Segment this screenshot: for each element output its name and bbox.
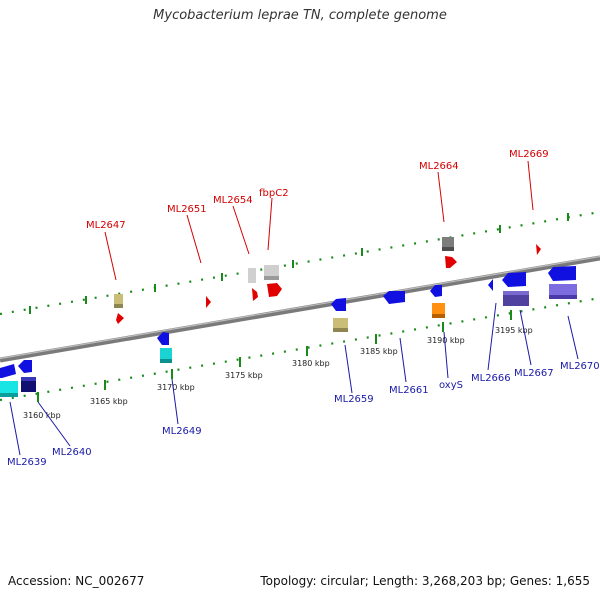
feature-block (264, 276, 279, 280)
gene-arrow (0, 364, 16, 378)
top-gene-labels: ML2647 ML2651 ML2654 fbpC2 ML2664 ML2669 (86, 149, 549, 231)
feature-block (248, 268, 256, 283)
tick-label: 3160 kbp (23, 411, 61, 420)
tick-label: 3170 kbp (157, 383, 195, 392)
gene-arrow (206, 296, 211, 308)
gene-label: ML2659 (334, 394, 374, 405)
gene-arrow (536, 244, 541, 255)
gene-label: ML2664 (419, 161, 459, 172)
feature-block (549, 295, 577, 299)
gene-label: ML2647 (86, 220, 126, 231)
feature-block (0, 393, 18, 397)
gene-arrow (430, 285, 442, 297)
gene-arrow (267, 283, 282, 297)
tick-label: 3195 kbp (495, 326, 533, 335)
genome-summary-text: Topology: circular; Length: 3,268,203 bp… (260, 574, 590, 588)
gene-label: fbpC2 (259, 188, 289, 199)
bottom-callout-lines (9, 302, 579, 456)
tick-label: 3165 kbp (90, 397, 128, 406)
feature-block (432, 314, 445, 318)
page-title: Mycobacterium leprae TN, complete genome (153, 8, 447, 23)
bottom-strand-genes (0, 266, 576, 378)
accession-text: Accession: NC_002677 (8, 574, 145, 588)
gene-label: ML2670 (560, 361, 600, 372)
top-feature-blocks (114, 237, 454, 308)
feature-block (114, 304, 123, 308)
feature-block (21, 377, 36, 381)
gene-arrow (116, 313, 124, 324)
bottom-major-ticks (37, 310, 512, 402)
top-strand-genes (116, 244, 541, 324)
gene-label: ML2667 (514, 368, 554, 379)
gene-label: ML2661 (389, 385, 429, 396)
top-major-ticks (29, 213, 569, 314)
gene-arrow (252, 288, 258, 301)
bottom-feature-blocks (0, 284, 577, 397)
feature-block (160, 359, 172, 363)
feature-block (503, 291, 529, 295)
gene-arrow (157, 332, 169, 345)
gene-label: ML2640 (52, 447, 92, 458)
gene-label: ML2666 (471, 373, 511, 384)
tick-label: 3190 kbp (427, 336, 465, 345)
tick-labels: 3160 kbp 3165 kbp 3170 kbp 3175 kbp 3180… (23, 326, 533, 420)
gene-arrow (488, 279, 493, 291)
gene-label: ML2639 (7, 457, 47, 468)
gene-label: ML2654 (213, 195, 253, 206)
gene-label: oxyS (439, 380, 463, 391)
gene-label: ML2649 (162, 426, 202, 437)
gene-arrow (502, 272, 526, 287)
gene-arrow (18, 360, 32, 373)
feature-block (333, 328, 348, 332)
tick-label: 3180 kbp (292, 359, 330, 368)
genome-backbone (0, 255, 600, 363)
gene-arrow (331, 298, 346, 311)
gene-label: ML2651 (167, 204, 207, 215)
gene-label: ML2669 (509, 149, 549, 160)
gene-arrow (383, 291, 405, 304)
top-callout-lines (104, 160, 534, 281)
feature-block (114, 294, 123, 308)
gene-arrow (445, 256, 457, 268)
gene-arrow (548, 266, 576, 281)
tick-label: 3175 kbp (225, 371, 263, 380)
feature-block (442, 247, 454, 251)
tick-label: 3185 kbp (360, 347, 398, 356)
bottom-gene-labels: ML2639 ML2640 ML2649 ML2659 ML2661 oxyS … (7, 361, 600, 468)
